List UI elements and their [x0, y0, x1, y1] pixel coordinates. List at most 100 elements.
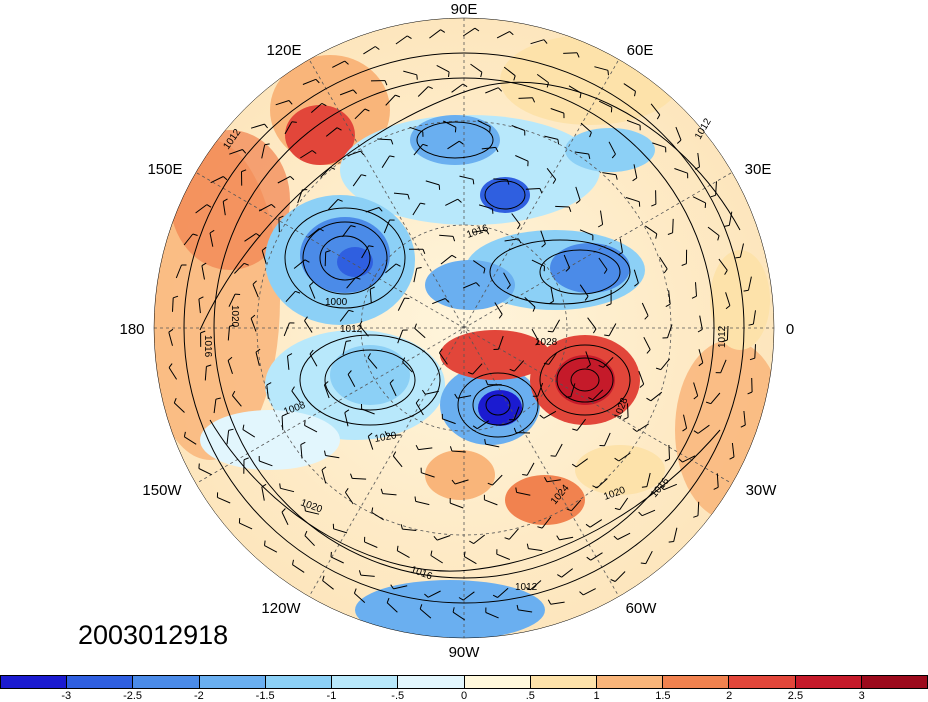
- wind-barb: [266, 384, 269, 399]
- wind-barb-feather: [548, 300, 554, 305]
- wind-barb-feather: [304, 530, 308, 536]
- wind-barb-feather: [352, 89, 357, 94]
- wind-barb: [432, 298, 446, 305]
- wind-barb-feather: [611, 153, 616, 159]
- wind-barb-feather: [575, 199, 581, 204]
- wind-barb: [604, 432, 611, 446]
- wind-barb-feather: [355, 277, 361, 280]
- wind-barb-feather: [497, 87, 503, 92]
- wind-barb-feather: [348, 309, 354, 313]
- wind-barb: [382, 493, 397, 496]
- wind-barb: [339, 309, 350, 322]
- wind-barb: [172, 297, 174, 312]
- wind-barb: [459, 175, 474, 180]
- wind-barb-feather: [415, 444, 419, 450]
- wind-barb: [473, 260, 486, 269]
- wind-barb: [258, 203, 272, 212]
- wind-barb-feather: [396, 545, 399, 551]
- wind-barb-feather: [454, 393, 458, 399]
- wind-barb: [513, 406, 520, 420]
- colorbar-segment: [332, 676, 399, 688]
- colorbar-label: -1.5: [255, 690, 275, 702]
- wind-barb: [598, 100, 613, 108]
- wind-barb: [227, 326, 230, 341]
- wind-barb: [561, 568, 574, 578]
- wind-barb: [427, 590, 441, 598]
- wind-barb: [498, 335, 504, 350]
- lon-label-30e: 30E: [745, 161, 772, 178]
- wind-barb: [341, 225, 352, 238]
- wind-barb: [485, 443, 500, 448]
- wind-barb: [204, 366, 207, 381]
- wind-barb-feather: [572, 428, 578, 431]
- wind-barb: [748, 276, 752, 291]
- wind-barb: [650, 391, 663, 402]
- wind-barb-feather: [463, 551, 466, 557]
- wind-barb-feather: [353, 588, 357, 594]
- wind-barb-feather: [724, 224, 730, 227]
- wind-barb: [592, 389, 604, 401]
- wind-barb-feather: [433, 535, 438, 541]
- wind-barb-feather: [243, 457, 249, 461]
- wind-barb: [280, 487, 295, 493]
- wind-barb: [436, 64, 450, 73]
- wind-barb-feather: [451, 254, 457, 259]
- wind-barb: [209, 232, 214, 247]
- wind-barb-feather: [173, 398, 177, 404]
- wind-barb: [440, 254, 453, 265]
- wind-barb-feather: [266, 382, 272, 386]
- wind-barb-feather: [350, 225, 356, 228]
- wind-barb: [217, 496, 231, 504]
- wind-barb: [641, 302, 649, 316]
- wind-barb: [472, 229, 487, 233]
- wind-barb: [252, 284, 259, 298]
- wind-barb: [668, 444, 670, 460]
- wind-barb: [503, 66, 516, 77]
- wind-barb: [731, 442, 735, 457]
- wind-barb: [710, 392, 721, 405]
- wind-barb-feather: [617, 251, 623, 256]
- wind-barb: [555, 205, 570, 208]
- wind-barb: [232, 395, 242, 407]
- wind-barb: [304, 424, 318, 433]
- wind-barb-feather: [586, 364, 591, 369]
- wind-barb-feather: [358, 570, 362, 576]
- wind-barb: [618, 452, 631, 462]
- wind-barb: [402, 361, 413, 373]
- wind-barb: [667, 324, 673, 338]
- wind-barb-feather: [550, 455, 556, 457]
- wind-barb: [352, 174, 362, 187]
- wind-barb: [636, 423, 649, 432]
- wind-barb-feather: [678, 458, 683, 463]
- isobar-contours: [183, 52, 745, 604]
- wind-barb: [494, 302, 503, 315]
- wind-barb: [503, 272, 511, 286]
- wind-barb: [213, 399, 217, 414]
- wind-barb-feather: [740, 424, 746, 428]
- wind-barb: [281, 416, 284, 431]
- wind-barb-feather: [506, 284, 511, 290]
- wind-barb-feather: [324, 381, 329, 386]
- wind-barb: [619, 497, 629, 510]
- wind-barb: [255, 351, 260, 366]
- wind-barb-feather: [614, 457, 620, 462]
- wind-barb: [259, 460, 273, 467]
- wind-barb: [367, 357, 378, 369]
- wind-barb-feather: [592, 485, 598, 489]
- wind-barb-feather: [392, 451, 397, 457]
- wind-barb: [726, 325, 729, 341]
- wind-barb: [261, 486, 265, 501]
- wind-barb: [625, 197, 640, 203]
- wind-barb-feather: [495, 147, 499, 153]
- wind-barb: [371, 511, 384, 521]
- wind-barb-feather: [522, 474, 528, 476]
- wind-barb: [627, 403, 629, 418]
- wind-barb: [608, 141, 616, 155]
- wind-barb: [485, 87, 499, 94]
- wind-barb: [201, 265, 205, 280]
- contour-label: 1012: [693, 116, 714, 141]
- wind-barb-feather: [292, 559, 294, 565]
- wind-barb: [387, 434, 402, 437]
- wind-barb: [462, 591, 475, 601]
- wind-barb-feather: [380, 488, 384, 494]
